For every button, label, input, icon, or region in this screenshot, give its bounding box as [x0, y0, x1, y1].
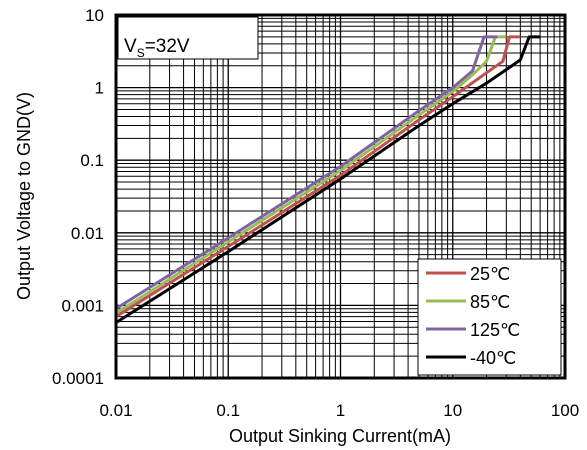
plot-frame [114, 13, 567, 380]
legend: 25℃ 85℃ 125℃ -40℃ [417, 258, 562, 376]
x-axis-label: Output Sinking Current(mA) [229, 426, 451, 446]
annotation-text: VS=32V [124, 36, 190, 60]
annotation-suffix: =32V [145, 36, 190, 57]
y-tick-labels: 0.0001 0.001 0.01 0.1 1 10 [52, 6, 104, 388]
legend-label: -40℃ [470, 348, 516, 368]
x-tick-label: 0.01 [99, 401, 132, 420]
x-tick-labels: 0.01 0.1 1 10 100 [99, 401, 579, 420]
y-tick-label: 1 [95, 79, 104, 98]
series-line-1 [115, 35, 507, 315]
x-tick-label: 1 [336, 401, 345, 420]
y-tick-label: 0.0001 [52, 369, 104, 388]
series-line-0 [115, 35, 521, 318]
series-line-3 [115, 35, 541, 324]
series-line-2 [115, 35, 498, 310]
annotation-subscript: S [137, 46, 145, 60]
x-tick-label: 0.1 [216, 401, 240, 420]
y-tick-label: 0.01 [71, 224, 104, 243]
y-tick-label: 10 [85, 6, 104, 25]
series-lines [115, 35, 541, 324]
legend-label: 25℃ [470, 264, 510, 284]
x-tick-label: 10 [443, 401, 462, 420]
y-tick-label: 0.001 [61, 296, 104, 315]
y-tick-label: 0.1 [80, 151, 104, 170]
legend-label: 85℃ [470, 292, 510, 312]
y-axis-label: Output Voltage to GND(V) [14, 92, 34, 300]
x-tick-label: 100 [551, 401, 579, 420]
annotation-box: VS=32V [117, 16, 259, 60]
legend-label: 125℃ [470, 320, 520, 340]
annotation-prefix: V [124, 36, 137, 57]
